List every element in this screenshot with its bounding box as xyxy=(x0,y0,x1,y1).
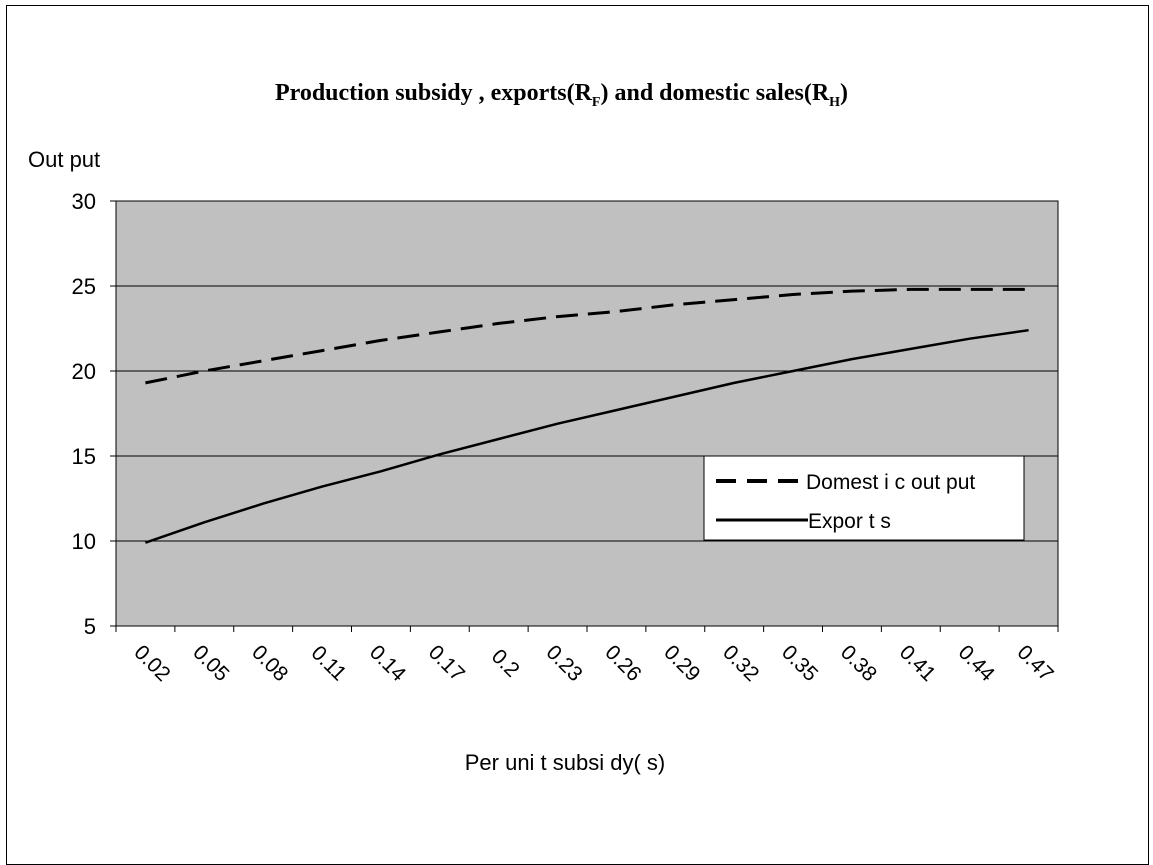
series-exports-line xyxy=(144,328,1029,544)
x-tick-label-0.29: 0.29 xyxy=(659,641,704,686)
title-exports-sub: F xyxy=(591,94,601,110)
x-tick-label-0.05: 0.05 xyxy=(188,641,233,686)
plot-area xyxy=(115,200,1059,627)
x-tick-label-0.08: 0.08 xyxy=(247,641,292,686)
y-tick-label-10: 10 xyxy=(72,529,96,554)
x-tick-label-0.26: 0.26 xyxy=(600,641,645,686)
series-domestic-output-line xyxy=(145,287,1029,385)
x-axis-label: Per uni t subsi dy( s) xyxy=(465,750,666,775)
title-exports-symbol: R xyxy=(574,80,592,106)
y-tick-label-5: 5 xyxy=(84,614,96,639)
x-tick-label-0.23: 0.23 xyxy=(542,641,587,686)
y-tick-label-30: 30 xyxy=(72,189,96,214)
title-middle: and domestic sales xyxy=(608,80,804,106)
line-chart: Out put Per uni t subsi dy( s) 5 10 15 20 25… xyxy=(28,147,1059,775)
x-tick-label-0.02: 0.02 xyxy=(129,641,174,686)
y-axis-label: Out put xyxy=(28,147,100,172)
y-tick-label-25: 25 xyxy=(72,274,96,299)
x-tick-label-0.11: 0.11 xyxy=(307,641,351,685)
title-domestic-sub: H xyxy=(829,94,841,110)
legend-label-exports: Expor t s xyxy=(808,510,891,533)
series-group xyxy=(144,287,1029,544)
y-tick-label-20: 20 xyxy=(72,359,96,384)
x-tick-label-0.17: 0.17 xyxy=(424,641,469,686)
x-tick-label-0.44: 0.44 xyxy=(954,641,999,686)
x-axis-ticks: 0.02 0.05 0.08 0.11 0.14 0.17 0.2 0.23 0.26 0.29 0… xyxy=(115,626,1059,686)
title-main: Production subsidy , exports xyxy=(274,80,567,106)
legend-box xyxy=(703,455,1025,541)
legend-label-domestic: Domest i c out put xyxy=(806,471,975,494)
x-tick-label-0.41: 0.41 xyxy=(895,641,940,686)
chart-title: Production subsidy , exports(RF) and dom… xyxy=(274,80,849,110)
x-tick-label-0.47: 0.47 xyxy=(1013,641,1058,686)
y-tick-label-15: 15 xyxy=(72,444,96,469)
x-tick-label-0.32: 0.32 xyxy=(718,641,763,686)
x-tick-label-0.35: 0.35 xyxy=(777,641,822,686)
y-axis-ticks: 5 10 15 20 25 30 xyxy=(72,189,116,639)
title-domestic-symbol: R xyxy=(811,80,830,106)
x-tick-label-0.14: 0.14 xyxy=(365,641,410,686)
x-tick-label-0.38: 0.38 xyxy=(836,641,881,686)
legend: Domest i c out put Expor t s xyxy=(703,455,1025,541)
x-tick-label-0.2: 0.2 xyxy=(487,645,524,682)
